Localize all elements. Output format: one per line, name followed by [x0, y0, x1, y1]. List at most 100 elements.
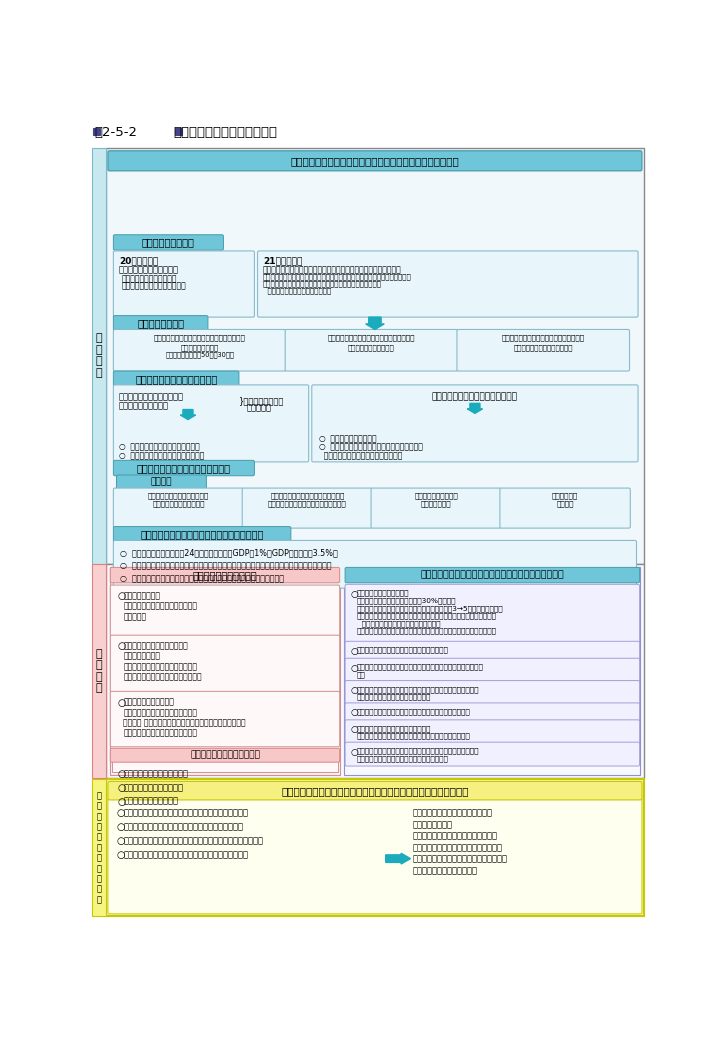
- Text: }を総合的，俯瞰的: }を総合的，俯瞰的: [239, 396, 284, 404]
- Text: 優れた学技術関係人材の養成と科学技術に関する教育の改革：
研究者・技術者の養成と大学等の改革: 優れた学技術関係人材の養成と科学技術に関する教育の改革： 研究者・技術者の養成と…: [357, 686, 479, 700]
- FancyBboxPatch shape: [108, 150, 642, 170]
- FancyBboxPatch shape: [113, 316, 208, 331]
- Bar: [92, 780, 105, 916]
- Polygon shape: [180, 410, 195, 419]
- Text: ○: ○: [118, 697, 125, 707]
- Text: 世界に開かれた視点，人文社会科学とも融合した「知恵の場」: 世界に開かれた視点，人文社会科学とも融合した「知恵の場」: [123, 836, 263, 845]
- Text: 科学技術を巡る情勢: 科学技術を巡る情勢: [142, 237, 195, 248]
- FancyBboxPatch shape: [286, 329, 458, 371]
- FancyBboxPatch shape: [110, 585, 340, 636]
- Bar: [105, 780, 645, 916]
- Text: ○: ○: [350, 589, 358, 599]
- FancyBboxPatch shape: [113, 235, 224, 250]
- Text: ○: ○: [118, 783, 125, 793]
- Text: 急速に発展し得る領域：
先見性と機動性をもって適格に対応
最近の例 ナノテクノロジー，バイオインフォマティクス，
システム生物学，ナノバイオロジー: 急速に発展し得る領域： 先見性と機動性をもって適格に対応 最近の例 ナノテクノロ…: [123, 697, 246, 738]
- Polygon shape: [467, 403, 482, 414]
- Text: 目指すべき国の姿: 目指すべき国の姿: [137, 319, 184, 328]
- Text: ○: ○: [117, 836, 125, 846]
- Text: ・社会や地球環境への負の影響: ・社会や地球環境への負の影響: [121, 282, 186, 291]
- Text: ○: ○: [350, 709, 358, 717]
- Bar: [112, 762, 338, 772]
- FancyBboxPatch shape: [257, 251, 638, 317]
- Text: 国内の研究環境の国際化: 国内の研究環境の国際化: [123, 797, 179, 806]
- Text: 20世紀の総括: 20世紀の総括: [119, 256, 158, 265]
- Text: ○: ○: [350, 725, 358, 735]
- FancyBboxPatch shape: [345, 680, 640, 704]
- Text: 主体的な国際協力活動の推進: 主体的な国際協力活動の推進: [123, 769, 188, 779]
- Text: 科学技術の目覚ましい進歩: 科学技術の目覚ましい進歩: [119, 265, 179, 275]
- FancyBboxPatch shape: [113, 385, 309, 462]
- FancyBboxPatch shape: [110, 567, 340, 583]
- FancyBboxPatch shape: [108, 782, 642, 799]
- Text: （ノーベル賞受賞者50年で30人）: （ノーベル賞受賞者50年で30人）: [165, 351, 234, 357]
- Text: 科学技術に関する倫理と社会的責任：
生命倫理，研究者・技術者の倫理，説明責任とリスク管理: 科学技術に関する倫理と社会的責任： 生命倫理，研究者・技術者の倫理，説明責任とリ…: [357, 725, 471, 740]
- Text: 研究開発システムの改革：
・競争的資金の倍増と間接経費（30%）の導入
・研究者の流動性向上のための任期付任用（原則3→5年），公募の普及
・若手研究者の自立の: 研究開発システムの改革： ・競争的資金の倍増と間接経費（30%）の導入 ・研究者…: [357, 589, 503, 634]
- Text: ○  政府研究開発投資の総額24兆円（前提：　対GDP比1%，GDP名目成長率3.5%）: ○ 政府研究開発投資の総額24兆円（前提： 対GDP比1%，GDP名目成長率3.…: [120, 549, 337, 557]
- Text: 基礎研究の推進：
公正で透明生の高い評価による研究
水準の向上: 基礎研究の推進： 公正で透明生の高い評価による研究 水準の向上: [123, 591, 198, 621]
- Text: ○: ○: [117, 822, 125, 832]
- Text: 地球規模問題への対応，国際貢献: 地球規模問題への対応，国際貢献: [263, 287, 331, 294]
- FancyBboxPatch shape: [113, 540, 637, 588]
- Text: ・国家的に重要な研究開発についての評価: ・国家的に重要な研究開発についての評価: [412, 855, 508, 863]
- Text: ・重要施策についての基本的方針の策定: ・重要施策についての基本的方針の策定: [412, 843, 503, 852]
- Text: ○  研究開発投資の重点化・効率化・透明化を徹底し，研究開発の質を向上: ○ 研究開発投資の重点化・効率化・透明化を徹底し，研究開発の質を向上: [120, 575, 283, 583]
- Text: 政府の投資の拡充と効果的・効率的な資源配分: 政府の投資の拡充と効果的・効率的な資源配分: [140, 529, 263, 539]
- Text: 基
本
理
念: 基 本 理 念: [95, 333, 102, 378]
- Text: ・国家的に重要なプロジェクトの推進: ・国家的に重要なプロジェクトの推進: [412, 832, 497, 840]
- Text: 省庁間の縦割りを排し，先見性と機動性を持った運営: 省庁間の縦割りを排し，先見性と機動性を持った運営: [123, 822, 244, 831]
- Text: 科学技術の振興は未来への先行投資: 科学技術の振興は未来への先行投資: [432, 393, 518, 401]
- FancyBboxPatch shape: [242, 488, 373, 528]
- Text: ○: ○: [117, 809, 125, 818]
- Text: 基本方針: 基本方針: [151, 478, 172, 487]
- Text: 科学技術活動の国際化の推進: 科学技術活動の国際化の推進: [190, 750, 260, 760]
- Text: －知による活力の創出－: －知による活力の創出－: [348, 344, 395, 351]
- Text: 重
要
政
策: 重 要 政 策: [95, 649, 102, 693]
- Text: 「知の創造と活用により世界に貢献できる国」: 「知の創造と活用により世界に貢献できる国」: [154, 334, 246, 342]
- Text: ○  毎年度の投資は，財政事情等を勘案し，研究システム改革や財源確保の動向等を踏まえて検討: ○ 毎年度の投資は，財政事情等を勘案し，研究システム改革や財源確保の動向等を踏ま…: [120, 561, 331, 571]
- Text: ○  研究成果が速やかに社会と産業に還元され、: ○ 研究成果が速やかに社会と産業に還元され、: [319, 443, 423, 451]
- FancyBboxPatch shape: [113, 371, 239, 387]
- Text: 科学技術政策の総合性と戦略性: 科学技術政策の総合性と戦略性: [135, 374, 217, 384]
- FancyBboxPatch shape: [345, 567, 640, 583]
- Text: 科学技術活動
の国際化: 科学技術活動 の国際化: [552, 492, 578, 507]
- FancyBboxPatch shape: [345, 658, 640, 682]
- FancyBboxPatch shape: [110, 692, 340, 747]
- Text: 次の投資に繋がるダイナミックな循環: 次の投資に繋がるダイナミックな循環: [319, 451, 402, 460]
- Text: ○  自然科学，人文社会科学の総合化: ○ 自然科学，人文社会科学の総合化: [119, 443, 200, 451]
- FancyBboxPatch shape: [371, 488, 502, 528]
- Text: 科学技術基本計画のポイント: 科学技術基本計画のポイント: [174, 126, 278, 139]
- FancyBboxPatch shape: [113, 488, 244, 528]
- FancyBboxPatch shape: [113, 251, 255, 317]
- Text: 総
合
科
学
技
術
会
議
の
使
命: 総 合 科 学 技 術 会 議 の 使 命: [96, 791, 101, 904]
- Text: ・基本計画のフォローアップ: ・基本計画のフォローアップ: [412, 866, 477, 875]
- Text: ○: ○: [118, 797, 125, 807]
- Text: 科学技術の正負両面性: 科学技術の正負両面性: [119, 401, 169, 410]
- Text: 21世紀の展望: 21世紀の展望: [263, 256, 302, 265]
- Bar: [105, 147, 645, 563]
- Text: ・豊かで便利な生活・長寿: ・豊かで便利な生活・長寿: [121, 274, 177, 283]
- Text: 産業技術力の強化と産官学連携の仕組みの改革: 産業技術力の強化と産官学連携の仕組みの改革: [357, 647, 448, 653]
- FancyBboxPatch shape: [457, 329, 629, 371]
- FancyBboxPatch shape: [110, 748, 340, 762]
- Text: ○: ○: [117, 850, 125, 860]
- FancyBboxPatch shape: [345, 642, 640, 659]
- Text: ○: ○: [350, 747, 358, 757]
- Text: 科学技術の成果の社会
への還元の徹底: 科学技術の成果の社会 への還元の徹底: [415, 492, 458, 507]
- Text: ・資源配分の方針: ・資源配分の方針: [412, 820, 453, 829]
- Text: ○: ○: [118, 769, 125, 780]
- FancyBboxPatch shape: [110, 635, 340, 692]
- Text: 科学技術基本計画を実施するに当たっての総合科学技術会議の使命: 科学技術基本計画を実施するに当たっての総合科学技術会議の使命: [281, 786, 469, 795]
- Text: ・重点分野における研究開発の推進: ・重点分野における研究開発の推進: [412, 809, 492, 817]
- FancyBboxPatch shape: [345, 703, 640, 721]
- FancyBboxPatch shape: [113, 461, 255, 475]
- Bar: [92, 563, 105, 779]
- FancyBboxPatch shape: [108, 798, 642, 914]
- FancyBboxPatch shape: [113, 527, 291, 542]
- Text: ○: ○: [350, 647, 358, 655]
- Text: 「安心・安全で質の高い生活のできる国」: 「安心・安全で質の高い生活のできる国」: [502, 334, 585, 342]
- Bar: [93, 127, 100, 135]
- Text: 研究開発投資の効果を向上させ
るための重点的な資源配分: 研究開発投資の効果を向上させ るための重点的な資源配分: [148, 492, 209, 507]
- Text: 世界水準の優れた成果の出る仕組みの
追求と，そのための基盤への投資の拡充: 世界水準の優れた成果の出る仕組みの 追求と，そのための基盤への投資の拡充: [268, 492, 347, 507]
- Text: 科学技術に関する学習の振興，社会とのチャンネルの構築: 科学技術に関する学習の振興，社会とのチャンネルの構築: [357, 709, 471, 715]
- Text: 地域における科学技術振興のための環境整備：知的クラスターの
形成: 地域における科学技術振興のための環境整備：知的クラスターの 形成: [357, 664, 484, 678]
